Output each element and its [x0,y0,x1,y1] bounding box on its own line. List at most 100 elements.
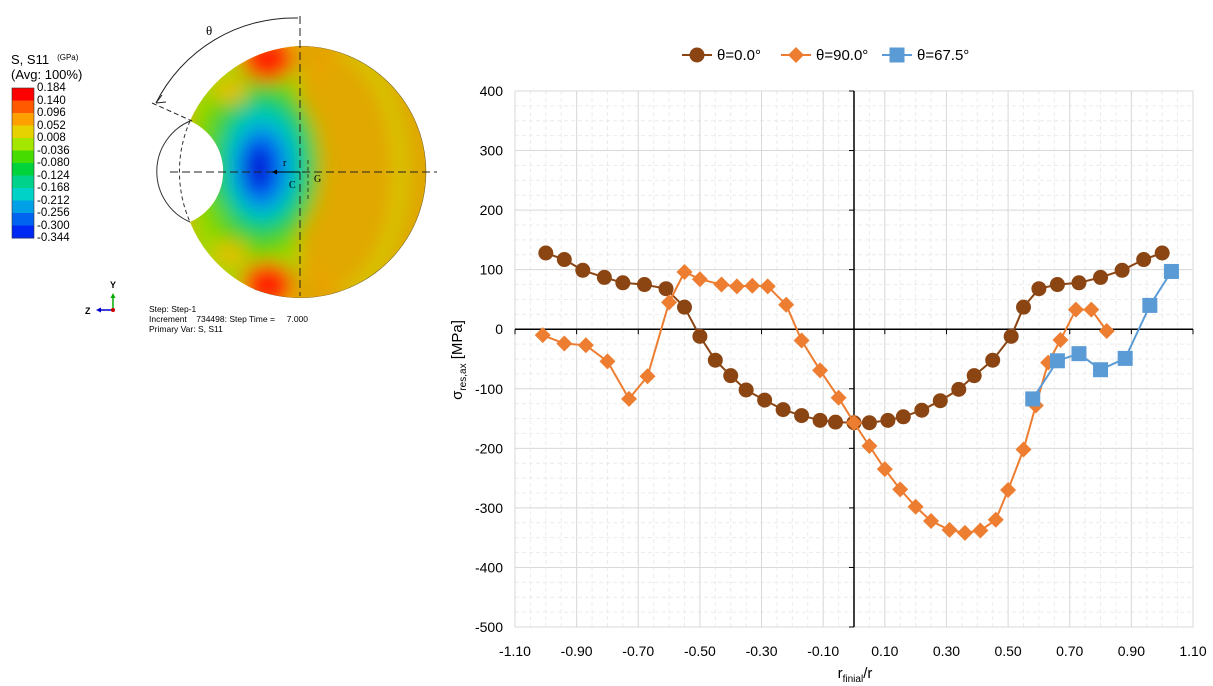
line-chart: -1.10 -0.90 -0.70 -0.50 -0.30 -0.10 0.10 0.30 0.… [449,47,1207,685]
data-point-diamond [728,278,745,295]
y-axis-title-main: σ [449,390,466,400]
data-point-diamond [1098,323,1115,340]
colorbar-level-label: 0.096 [37,107,66,119]
center-label: C [289,180,296,191]
data-point-square [1071,346,1087,362]
colorbar-level-label: -0.300 [37,219,70,232]
y-tick-label: -300 [475,500,503,516]
data-point-circle [707,352,723,368]
data-point-diamond [941,521,958,538]
data-point-circle [1003,328,1019,344]
data-point-circle [914,402,930,418]
centroid-label: G [314,174,321,185]
x-axis-title-rest: /r [863,665,872,682]
colorbar-band [12,150,34,164]
data-point-diamond [987,511,1004,528]
data-point-circle [895,409,911,425]
data-point-circle [596,269,612,285]
x-tick-label: -0.30 [746,643,778,659]
data-point-diamond [676,264,693,281]
colorbar-band [12,213,34,226]
data-point-diamond [759,278,776,295]
x-tick-label: -0.50 [684,643,716,659]
series-square [1025,263,1179,407]
y-tick-label: -500 [475,619,503,635]
contour-units-label: (GPa) [57,53,79,62]
data-point-square [889,47,905,63]
data-point-circle [615,275,631,291]
data-point-circle [1154,245,1170,261]
data-point-diamond [876,461,893,478]
data-point-circle [636,277,652,293]
axis-y-label: Y [110,280,116,290]
data-point-square [1093,362,1109,378]
x-tick-label: -0.10 [807,643,839,659]
colorbar-band [12,225,34,239]
colorbar-level-label: -0.212 [37,194,70,207]
x-tick-label: 1.10 [1179,643,1206,659]
legend-label: θ=67.5° [917,47,969,64]
data-point-diamond [907,498,924,515]
data-point-circle [1136,252,1152,268]
data-point-diamond [744,277,761,294]
data-point-circle [1031,281,1047,297]
data-point-circle [1114,262,1130,278]
data-point-circle [692,328,708,344]
series-circle [538,245,1170,431]
data-point-circle [575,262,591,278]
y-tick-label: -400 [475,559,503,575]
data-point-diamond [599,353,616,370]
data-point-diamond [1000,482,1017,499]
radius-label: r [283,158,287,169]
data-point-diamond [956,524,973,541]
data-point-circle [932,393,948,409]
data-point-diamond [1015,441,1032,458]
data-point-diamond [1083,301,1100,318]
colorbar-band [12,88,34,101]
x-axis-title: rfinial/r [838,665,873,685]
colorbar-band [12,113,34,126]
legend-label: θ=0.0° [717,47,761,64]
colorbar-frame [11,87,35,239]
data-point-diamond [923,512,940,529]
axis-triad: Y Z [85,280,116,316]
data-point-diamond [788,47,804,63]
data-point-diamond [972,522,989,539]
colorbar-band [12,175,34,189]
data-point-circle [538,245,554,261]
data-point-circle [951,381,967,397]
x-tick-label: -0.70 [622,643,654,659]
y-tick-label: 0 [495,321,503,337]
data-point-diamond [846,414,862,431]
data-point-circle [556,252,572,268]
step-info-line: Step: Step-1 [149,304,197,314]
colorbar-band [12,138,34,151]
contour-legend-title: S, S11 (GPa) [11,52,78,67]
data-point-diamond [830,389,847,406]
axis-z-label: Z [85,306,91,316]
data-point-square [1142,297,1158,313]
colorbar [11,87,35,239]
y-tick-label: 100 [480,262,504,278]
data-point-circle [966,368,982,384]
x-axis-title-main: r [838,665,843,682]
data-point-square [1025,391,1041,407]
data-point-circle [1016,299,1031,315]
data-point-circle [1071,275,1087,291]
y-tick-label: -100 [475,381,503,397]
data-point-square [1163,263,1179,279]
data-point-circle [1049,277,1065,293]
colorbar-level-label: -0.080 [37,157,70,169]
data-point-diamond [556,335,573,352]
colorbar-level-label: -0.168 [37,182,70,194]
colorbar-band [12,163,34,176]
data-point-diamond [691,271,708,288]
x-tick-label: 0.10 [871,643,898,659]
data-point-circle [794,408,810,424]
step-info-line: Primary Var: S, S11 [149,324,223,334]
data-point-circle [775,402,791,418]
data-point-diamond [892,481,909,498]
colorbar-level-label: -0.344 [37,232,70,244]
chart-legend: θ=0.0° θ=90.0° θ=67.5° [682,47,969,64]
